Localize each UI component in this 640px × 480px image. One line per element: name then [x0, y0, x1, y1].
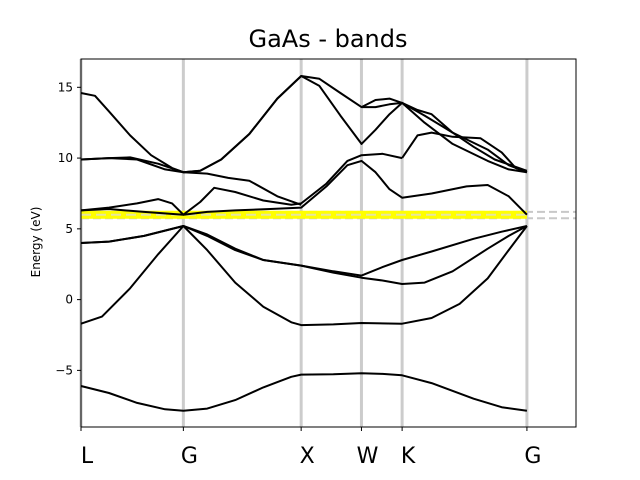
- band-line: [361, 97, 528, 172]
- y-tick-label: 10: [58, 151, 73, 165]
- x-tick-label: K: [401, 444, 416, 469]
- band-line: [80, 75, 528, 174]
- band-line: [80, 156, 302, 206]
- x-tick-label: W: [357, 444, 379, 469]
- y-axis-ticks: −5 0 5 10 15: [55, 80, 81, 377]
- fermi-level-band: [81, 210, 576, 220]
- band-lines: [80, 75, 528, 412]
- y-tick-label: 0: [65, 293, 73, 307]
- band-line: [80, 152, 403, 216]
- y-tick-label: 15: [58, 80, 73, 94]
- plot-area: [79, 59, 576, 427]
- x-tick-label: G: [181, 444, 198, 469]
- band-line: [80, 225, 528, 327]
- y-axis-label: Energy (eV): [29, 207, 43, 278]
- axes-frame: [80, 58, 577, 428]
- band-line: [80, 225, 528, 277]
- band-line: [80, 159, 528, 216]
- x-tick-label: X: [300, 444, 315, 469]
- x-tick-label: G: [524, 444, 541, 469]
- band-line: [80, 75, 528, 174]
- x-tick-label: L: [81, 444, 94, 469]
- chart-title: GaAs - bands: [248, 25, 407, 53]
- band-line: [80, 372, 528, 412]
- y-tick-label: 5: [65, 222, 73, 236]
- y-tick-label: −5: [55, 363, 73, 377]
